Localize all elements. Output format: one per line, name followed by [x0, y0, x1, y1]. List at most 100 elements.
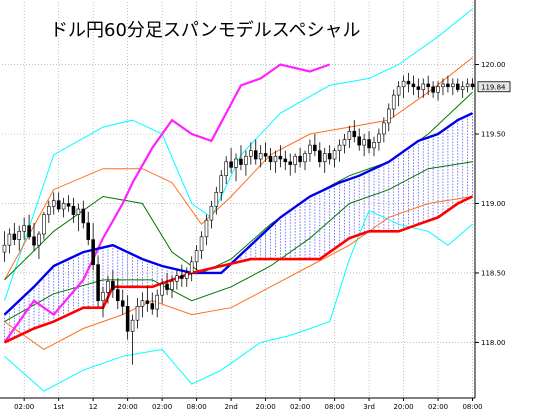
candle-body: [81, 208, 86, 224]
candle-body: [101, 292, 105, 302]
candle-body: [446, 83, 450, 88]
candle-body: [362, 139, 366, 146]
y-tick-label: 118.50: [481, 269, 506, 277]
candle-body: [71, 205, 76, 215]
candlesticks: [2, 72, 475, 365]
series-line: [3, 195, 474, 344]
candle-body: [214, 192, 219, 207]
x-tick-label: 02:00: [14, 403, 34, 411]
candle-body: [451, 83, 455, 88]
x-tick-label: 08:00: [462, 403, 482, 411]
series-line: [4, 161, 473, 323]
candle-body: [268, 155, 273, 163]
candle-body: [189, 261, 194, 274]
candle-body: [140, 300, 145, 307]
candle-body: [229, 161, 233, 168]
candle-body: [367, 139, 371, 149]
candle-body: [239, 158, 243, 165]
axes: [0, 0, 476, 399]
candle-body: [180, 275, 184, 279]
candle-body: [347, 130, 352, 140]
candle-body: [106, 280, 110, 293]
x-tick-label: 20:00: [256, 403, 276, 411]
y-tick-labels: 120.00 119.50 119.00 118.50 118.00 119.84: [475, 61, 511, 347]
candle-body: [61, 203, 66, 210]
candle-body: [372, 142, 376, 149]
candle-body: [441, 83, 445, 88]
candle-body: [111, 280, 115, 290]
candle-body: [76, 208, 81, 215]
candle-body: [298, 155, 302, 163]
x-tick-label: 02:00: [152, 403, 172, 411]
candle-body: [145, 300, 150, 304]
candle-body: [22, 225, 26, 232]
x-tick-label: 1st: [53, 403, 64, 411]
x-tick-label: 2nd: [224, 403, 237, 411]
candle-body: [327, 153, 332, 160]
candle-body: [460, 86, 465, 90]
candle-body: [32, 236, 36, 246]
candle-body: [465, 83, 470, 88]
x-tick-label: 20:00: [393, 403, 413, 411]
candle-body: [125, 305, 130, 332]
candle-body: [337, 144, 342, 151]
candle-body: [411, 83, 416, 88]
candle-body: [406, 80, 411, 85]
candle-body: [308, 144, 312, 154]
candle-body: [204, 219, 209, 238]
candle-body: [219, 175, 224, 193]
candle-body: [116, 289, 120, 302]
candle-body: [416, 86, 421, 90]
y-tick-label: 120.00: [481, 61, 506, 69]
candle-body: [56, 200, 61, 210]
candle-body: [470, 83, 475, 88]
x-tick-label: 3rd: [363, 403, 375, 411]
candle-body: [51, 200, 56, 207]
candle-body: [303, 153, 307, 163]
candle-body: [313, 144, 317, 151]
candle-body: [199, 236, 204, 252]
candle-body: [332, 150, 337, 160]
candle-body: [244, 155, 248, 165]
series-line: [4, 196, 473, 350]
y-tick-label: 119.00: [481, 200, 506, 208]
candle-body: [165, 283, 169, 290]
candle-body: [150, 303, 155, 310]
candle-body: [96, 264, 100, 302]
current-price-tag: [477, 81, 511, 93]
candle-body: [224, 161, 228, 176]
candle-body: [194, 250, 199, 263]
x-tick-label: 08:00: [324, 403, 344, 411]
candle-body: [7, 233, 12, 246]
x-tick-label: 12: [89, 403, 98, 411]
candle-body: [273, 155, 278, 163]
series-lines: [3, 8, 474, 392]
candle-body: [12, 233, 17, 240]
candle-body: [431, 86, 435, 93]
candle-body: [421, 83, 426, 90]
series-line: [4, 209, 473, 392]
candle-body: [382, 122, 386, 135]
candle-body: [234, 158, 238, 168]
candle-body: [170, 280, 174, 290]
candle-body: [17, 230, 22, 240]
candle-body: [318, 150, 322, 163]
chart-title: ドル円60分足スパンモデルスペシャル: [50, 20, 361, 41]
candle-body: [91, 239, 95, 265]
series-line: [4, 8, 473, 301]
series-line: [3, 63, 331, 344]
candle-body: [322, 153, 327, 163]
candle-body: [342, 139, 347, 146]
candle-body: [288, 161, 293, 165]
candle-body: [249, 150, 253, 157]
candle-body: [258, 153, 263, 160]
candle-body: [120, 300, 125, 307]
candle-body: [391, 94, 396, 110]
y-tick-label: 118.00: [481, 339, 506, 347]
candle-body: [401, 80, 406, 88]
candle-body: [66, 203, 71, 207]
candle-body: [455, 83, 460, 90]
candle-body: [130, 319, 135, 332]
